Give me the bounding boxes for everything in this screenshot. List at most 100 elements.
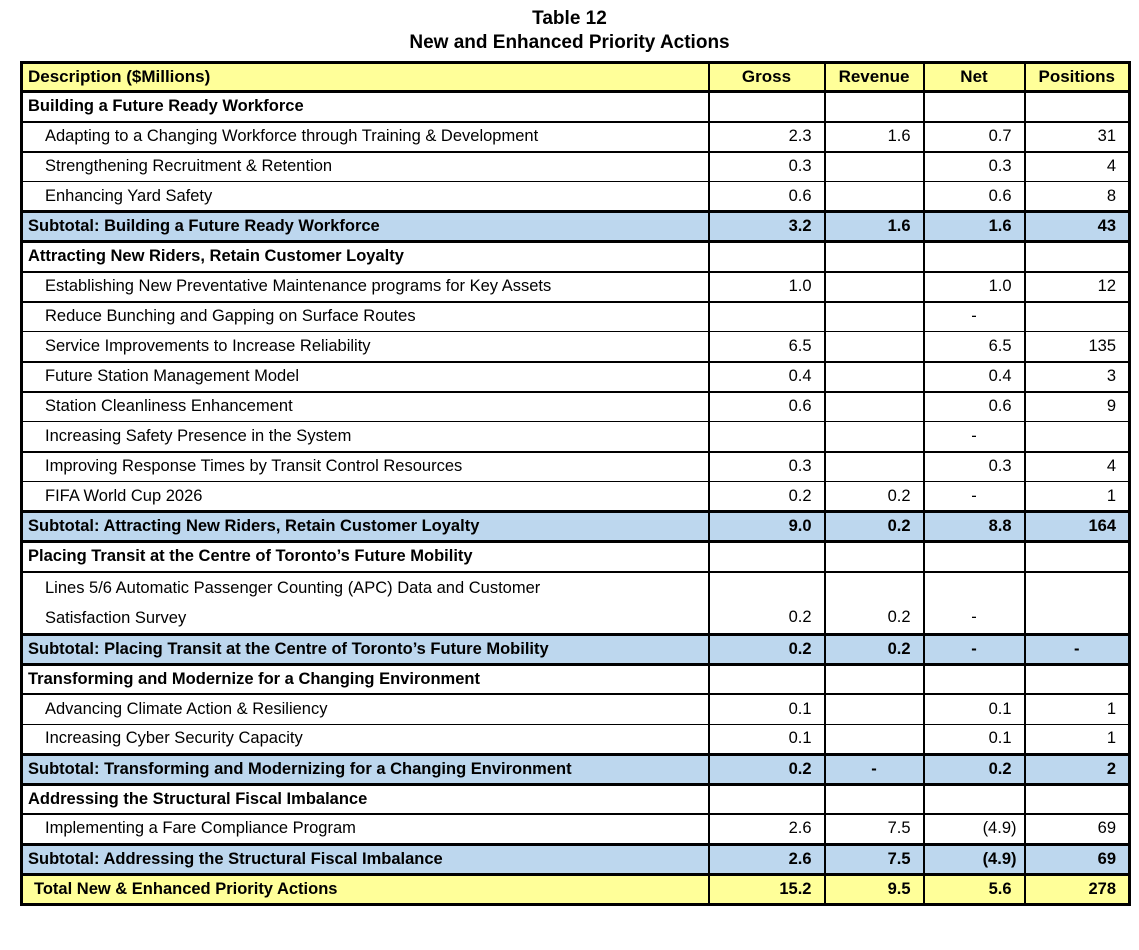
- desc-cell: Increasing Cyber Security Capacity: [20, 724, 710, 756]
- net-cell: [922, 541, 1026, 573]
- desc-cell: Subtotal: Placing Transit at the Centre …: [20, 634, 710, 666]
- net-cell: 0.1: [922, 724, 1026, 756]
- net-cell: [922, 241, 1026, 273]
- header-row: Description ($Millions) Gross Revenue Net Po…: [20, 62, 1131, 93]
- positions-cell: 8: [1023, 181, 1131, 213]
- table-row: Increasing Cyber Security Capacity 0.1 0.1…: [20, 724, 1131, 756]
- gross-cell: 0.3: [707, 151, 826, 182]
- gross-cell: 0.3: [707, 451, 826, 482]
- gross-cell: 0.2: [707, 634, 826, 666]
- net-cell: 1.0: [922, 271, 1026, 303]
- desc-cell: Increasing Safety Presence in the System: [20, 421, 710, 453]
- positions-cell: [1023, 664, 1131, 695]
- revenue-cell: -: [823, 754, 925, 786]
- positions-cell: -: [1023, 634, 1131, 666]
- positions-cell: 69: [1023, 814, 1131, 846]
- desc-cell: Subtotal: Transforming and Modernizing f…: [20, 754, 710, 786]
- table-row: Addressing the Structural Fiscal Imbalan…: [20, 784, 1131, 815]
- revenue-cell: [823, 784, 925, 815]
- net-cell: 0.3: [922, 151, 1026, 182]
- positions-cell: [1023, 571, 1131, 636]
- revenue-cell: 1.6: [823, 211, 925, 243]
- positions-cell: 3: [1023, 361, 1131, 393]
- positions-cell: [1023, 241, 1131, 273]
- table-row: Subtotal: Attracting New Riders, Retain …: [20, 511, 1131, 543]
- revenue-cell: [823, 361, 925, 393]
- positions-cell: 164: [1023, 511, 1131, 543]
- positions-cell: [1023, 421, 1131, 453]
- desc-cell: Strengthening Recruitment & Retention: [20, 151, 710, 182]
- revenue-cell: 0.2: [823, 571, 925, 636]
- positions-cell: 1: [1023, 724, 1131, 756]
- revenue-cell: [823, 664, 925, 695]
- gross-cell: [707, 421, 826, 453]
- positions-cell: 135: [1023, 331, 1131, 363]
- revenue-cell: 9.5: [823, 874, 925, 906]
- net-cell: (4.9): [922, 844, 1026, 876]
- revenue-cell: [823, 451, 925, 482]
- table-body: Building a Future Ready Workforce Adaptin…: [20, 91, 1131, 906]
- desc-cell: Implementing a Fare Compliance Program: [20, 814, 710, 846]
- table-row: Establishing New Preventative Maintenanc…: [20, 271, 1131, 303]
- desc-cell: Attracting New Riders, Retain Customer L…: [20, 241, 710, 273]
- gross-cell: 0.4: [707, 361, 826, 393]
- priority-actions-table: Description ($Millions) Gross Revenue Net Po…: [20, 61, 1131, 906]
- revenue-cell: [823, 151, 925, 182]
- column-header-positions: Positions: [1023, 62, 1131, 93]
- revenue-cell: [823, 391, 925, 422]
- revenue-cell: [823, 181, 925, 213]
- net-cell: 0.1: [922, 694, 1026, 725]
- gross-cell: 2.3: [707, 121, 826, 153]
- table-row: Subtotal: Transforming and Modernizing f…: [20, 754, 1131, 786]
- desc-cell: Total New & Enhanced Priority Actions: [20, 874, 710, 906]
- desc-cell: Building a Future Ready Workforce: [20, 91, 710, 123]
- table-row: Subtotal: Building a Future Ready Workfo…: [20, 211, 1131, 243]
- positions-cell: 9: [1023, 391, 1131, 422]
- desc-cell: Reduce Bunching and Gapping on Surface R…: [20, 301, 710, 332]
- table-row: Transforming and Modernize for a Changin…: [20, 664, 1131, 695]
- page-title: Table 12 New and Enhanced Priority Actio…: [0, 0, 1139, 55]
- gross-cell: 2.6: [707, 844, 826, 876]
- gross-cell: 0.1: [707, 724, 826, 756]
- positions-cell: 43: [1023, 211, 1131, 243]
- column-header-net: Net: [922, 62, 1026, 93]
- column-header-gross: Gross: [707, 62, 826, 93]
- positions-cell: 1: [1023, 481, 1131, 513]
- table-row: Lines 5/6 Automatic Passenger Counting (…: [20, 571, 1131, 636]
- positions-cell: 31: [1023, 121, 1131, 153]
- net-cell: -: [922, 301, 1026, 332]
- gross-cell: [707, 301, 826, 332]
- column-header-revenue: Revenue: [823, 62, 925, 93]
- positions-cell: [1023, 301, 1131, 332]
- positions-cell: 1: [1023, 694, 1131, 725]
- positions-cell: [1023, 541, 1131, 573]
- net-cell: 6.5: [922, 331, 1026, 363]
- gross-cell: 0.1: [707, 694, 826, 725]
- gross-cell: 9.0: [707, 511, 826, 543]
- gross-cell: 15.2: [707, 874, 826, 906]
- revenue-cell: [823, 694, 925, 725]
- table-row: Placing Transit at the Centre of Toronto…: [20, 541, 1131, 573]
- desc-cell: Subtotal: Addressing the Structural Fisc…: [20, 844, 710, 876]
- desc-cell: Improving Response Times by Transit Cont…: [20, 451, 710, 482]
- positions-cell: 12: [1023, 271, 1131, 303]
- desc-cell: Addressing the Structural Fiscal Imbalan…: [20, 784, 710, 815]
- net-cell: 0.4: [922, 361, 1026, 393]
- desc-cell: Subtotal: Attracting New Riders, Retain …: [20, 511, 710, 543]
- net-cell: -: [922, 634, 1026, 666]
- net-cell: 8.8: [922, 511, 1026, 543]
- gross-cell: [707, 664, 826, 695]
- table-row: Attracting New Riders, Retain Customer L…: [20, 241, 1131, 273]
- gross-cell: 3.2: [707, 211, 826, 243]
- positions-cell: [1023, 784, 1131, 815]
- revenue-cell: 1.6: [823, 121, 925, 153]
- table-row: Increasing Safety Presence in the System…: [20, 421, 1131, 453]
- positions-cell: 278: [1023, 874, 1131, 906]
- revenue-cell: 0.2: [823, 511, 925, 543]
- gross-cell: 0.2: [707, 571, 826, 636]
- net-cell: [922, 784, 1026, 815]
- table-row: Future Station Management Model 0.4 0.4 3: [20, 361, 1131, 393]
- desc-cell: Transforming and Modernize for a Changin…: [20, 664, 710, 695]
- net-cell: 1.6: [922, 211, 1026, 243]
- revenue-cell: [823, 301, 925, 332]
